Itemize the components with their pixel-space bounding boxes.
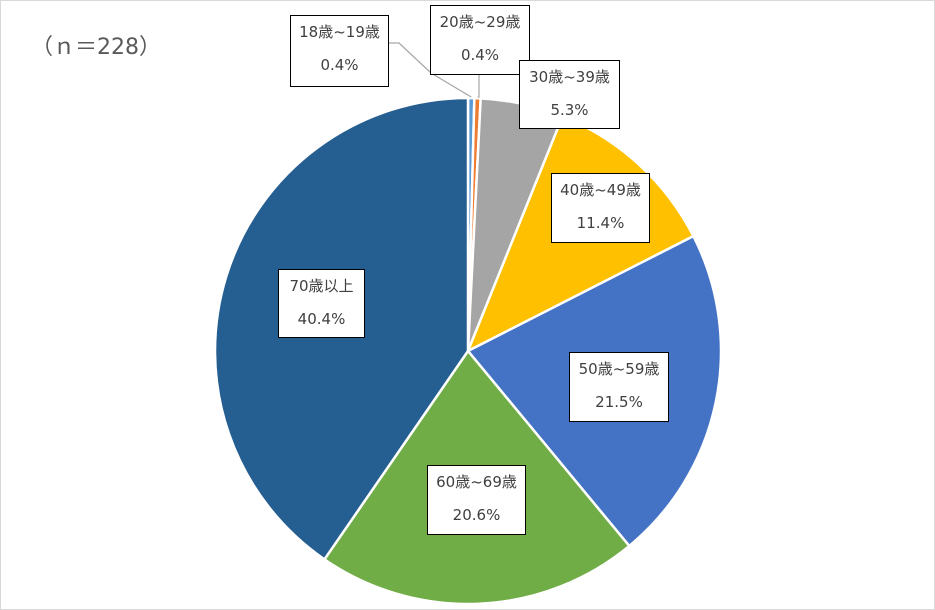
slice-label-text: 60歳~69歳	[436, 473, 517, 491]
slice-label-50-59: 50歳~59歳 21.5%	[569, 352, 669, 422]
slice-label-20-29: 20歳~29歳 0.4%	[430, 5, 530, 75]
slice-value-text: 40.4%	[297, 310, 346, 328]
slice-label-text: 50歳~59歳	[578, 360, 660, 378]
slice-label-text: 20歳~29歳	[439, 13, 521, 31]
slice-value-text: 21.5%	[595, 393, 643, 411]
slice-label-60-69: 60歳~69歳 20.6%	[427, 465, 526, 535]
leader-line-1	[477, 75, 480, 98]
slice-label-text: 18歳~19歳	[299, 23, 380, 41]
slice-label-40-49: 40歳~49歳 11.4%	[551, 173, 650, 243]
slice-label-text: 70歳以上	[289, 277, 354, 295]
slice-label-text: 40歳~49歳	[560, 181, 641, 199]
slice-value-text: 0.4%	[320, 56, 359, 74]
sample-size-note: （ｎ＝228）	[31, 35, 161, 60]
slice-value-text: 0.4%	[460, 46, 500, 64]
slice-value-text: 11.4%	[576, 214, 625, 232]
slice-value-text: 20.6%	[452, 506, 501, 524]
slice-label-30-39: 30歳~39歳 5.3%	[519, 60, 620, 129]
slice-label-18-19: 18歳~19歳 0.4%	[290, 15, 389, 87]
leader-line-0	[389, 42, 472, 98]
slice-label-text: 30歳~39歳	[529, 68, 610, 86]
slice-value-text: 5.3%	[550, 101, 589, 119]
slice-label-70-over: 70歳以上 40.4%	[278, 269, 365, 338]
